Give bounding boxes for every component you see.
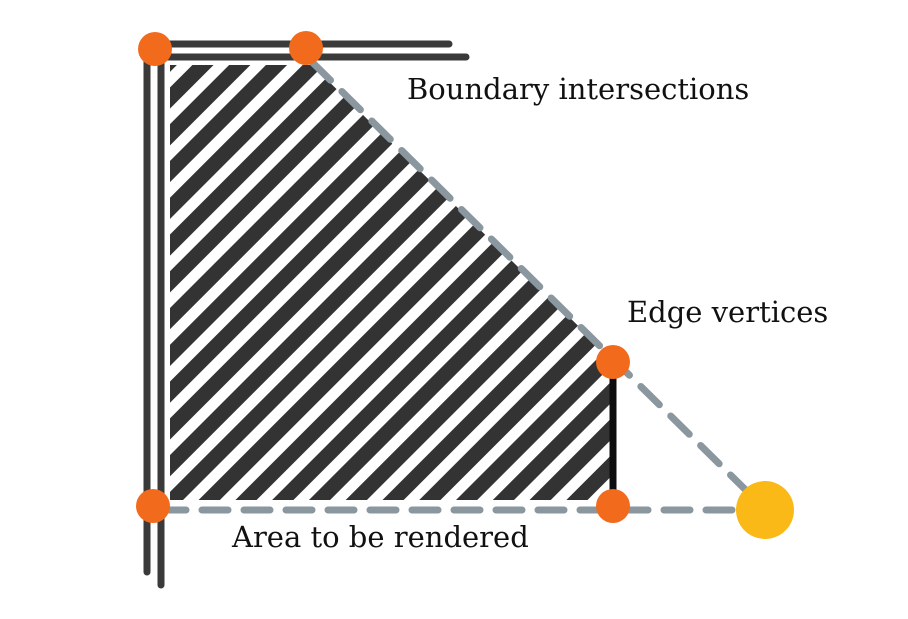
area-to-be-rendered-label: Area to be rendered — [231, 520, 529, 554]
edge-vertices-label: Edge vertices — [627, 295, 828, 329]
source-point-icon — [736, 481, 794, 539]
top-boundary-intersection-dot-icon — [289, 31, 323, 65]
edge-vertex-bottom-dot-icon — [596, 489, 630, 523]
diagonal-dashed-line — [308, 58, 770, 514]
projection-dashed-lines — [156, 58, 770, 514]
top-left-corner-dot-icon — [138, 32, 172, 66]
hatched-render-area — [170, 65, 611, 500]
edge-vertex-top-dot-icon — [596, 345, 630, 379]
boundary-intersections-label: Boundary intersections — [407, 72, 749, 106]
intersection-markers — [136, 31, 630, 523]
bottom-left-intersection-dot-icon — [136, 489, 170, 523]
